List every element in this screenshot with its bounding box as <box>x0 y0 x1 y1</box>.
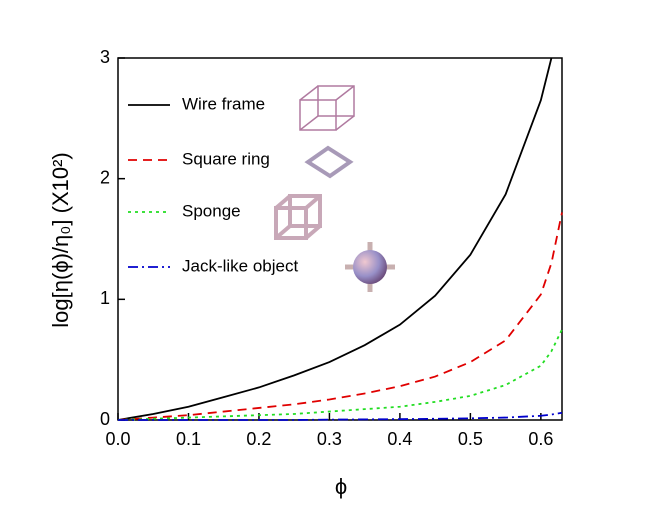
x-tick-label: 0.6 <box>528 429 553 449</box>
series-line <box>118 411 563 421</box>
legend-label: Sponge <box>182 201 241 220</box>
x-tick-label: 0.5 <box>458 429 483 449</box>
icon-sponge <box>274 194 322 240</box>
icon-square-ring <box>304 145 354 179</box>
x-tick-label: 0.4 <box>387 429 412 449</box>
y-tick-label: 2 <box>100 167 110 187</box>
x-axis-label: ϕ <box>335 474 347 499</box>
x-tick-label: 0.2 <box>246 429 271 449</box>
x-tick-label: 0.3 <box>317 429 342 449</box>
series-line <box>117 212 563 421</box>
legend-label: Jack-like object <box>182 256 298 275</box>
series-line <box>117 57 553 421</box>
icon-wire-frame <box>299 85 355 131</box>
legend-label: Square ring <box>182 149 270 168</box>
x-tick-label: 0.0 <box>105 429 130 449</box>
y-tick-label: 3 <box>100 47 110 67</box>
y-tick-label: 0 <box>100 409 110 429</box>
x-tick-label: 0.1 <box>176 429 201 449</box>
y-axis-label: log[η(ϕ)/η₀] (X10²) <box>48 152 73 328</box>
y-tick-label: 1 <box>100 288 110 308</box>
icon-jack <box>345 242 395 292</box>
legend-label: Wire frame <box>182 94 265 113</box>
series-line <box>117 329 563 421</box>
